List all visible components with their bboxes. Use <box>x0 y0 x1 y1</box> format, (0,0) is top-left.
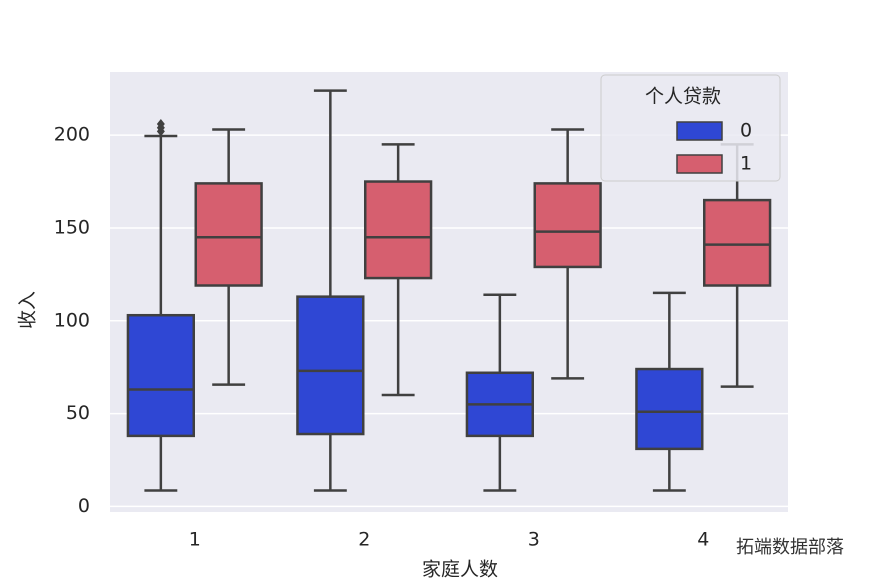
x-tick-label: 4 <box>697 529 709 551</box>
outlier <box>156 118 165 129</box>
box <box>364 180 433 280</box>
x-tick-label: 2 <box>358 529 370 551</box>
box <box>533 182 602 269</box>
y-tick-label: 150 <box>54 216 90 238</box>
legend: 个人贷款 0 1 <box>600 74 781 182</box>
box <box>126 313 195 438</box>
x-axis-label: 家庭人数 <box>422 559 498 581</box>
x-tick-label: 3 <box>528 529 540 551</box>
watermark: 拓端数据部落 <box>736 537 844 558</box>
y-tick-label: 50 <box>66 402 90 424</box>
y-tick-label: 100 <box>54 309 90 331</box>
box <box>296 295 365 436</box>
legend-swatch <box>676 121 723 141</box>
y-tick-label: 200 <box>54 124 90 146</box>
legend-label: 0 <box>740 120 752 142</box>
x-tick-label: 1 <box>189 529 201 551</box>
legend-title: 个人贷款 <box>645 86 721 108</box>
y-tick-label: 0 <box>78 495 90 517</box>
box <box>194 182 263 287</box>
box <box>703 198 772 287</box>
legend-swatch <box>676 154 723 174</box>
y-axis-label: 收入 <box>17 291 39 329</box>
legend-label: 1 <box>740 153 752 175</box>
box <box>635 367 704 451</box>
